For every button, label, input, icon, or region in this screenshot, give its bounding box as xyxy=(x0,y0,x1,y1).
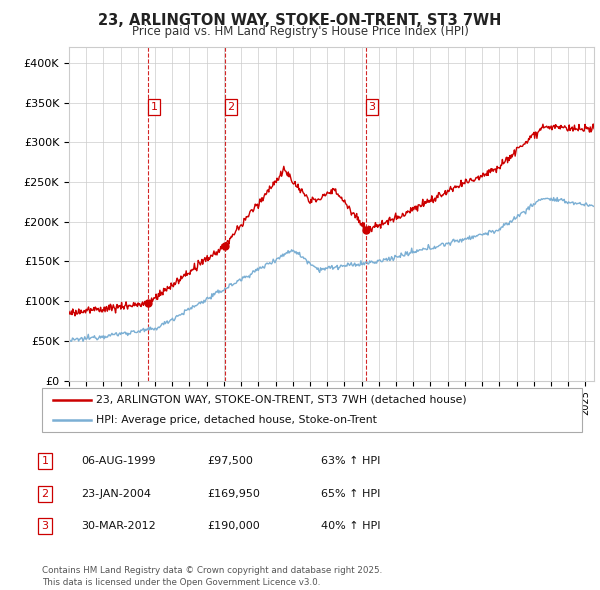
Text: 23, ARLINGTON WAY, STOKE-ON-TRENT, ST3 7WH (detached house): 23, ARLINGTON WAY, STOKE-ON-TRENT, ST3 7… xyxy=(96,395,467,405)
Text: 23-JAN-2004: 23-JAN-2004 xyxy=(81,489,151,499)
Text: £169,950: £169,950 xyxy=(207,489,260,499)
Text: Contains HM Land Registry data © Crown copyright and database right 2025.
This d: Contains HM Land Registry data © Crown c… xyxy=(42,566,382,587)
Text: 3: 3 xyxy=(368,101,376,112)
Text: 40% ↑ HPI: 40% ↑ HPI xyxy=(321,522,380,531)
Text: Price paid vs. HM Land Registry's House Price Index (HPI): Price paid vs. HM Land Registry's House … xyxy=(131,25,469,38)
Text: 06-AUG-1999: 06-AUG-1999 xyxy=(81,457,155,466)
Text: £97,500: £97,500 xyxy=(207,457,253,466)
Text: 30-MAR-2012: 30-MAR-2012 xyxy=(81,522,156,531)
Text: 1: 1 xyxy=(151,101,158,112)
Text: 63% ↑ HPI: 63% ↑ HPI xyxy=(321,457,380,466)
Text: 23, ARLINGTON WAY, STOKE-ON-TRENT, ST3 7WH: 23, ARLINGTON WAY, STOKE-ON-TRENT, ST3 7… xyxy=(98,13,502,28)
Text: 65% ↑ HPI: 65% ↑ HPI xyxy=(321,489,380,499)
Text: 2: 2 xyxy=(227,101,235,112)
Text: £190,000: £190,000 xyxy=(207,522,260,531)
Text: HPI: Average price, detached house, Stoke-on-Trent: HPI: Average price, detached house, Stok… xyxy=(96,415,377,425)
Text: 1: 1 xyxy=(41,457,49,466)
Text: 2: 2 xyxy=(41,489,49,499)
Text: 3: 3 xyxy=(41,522,49,531)
